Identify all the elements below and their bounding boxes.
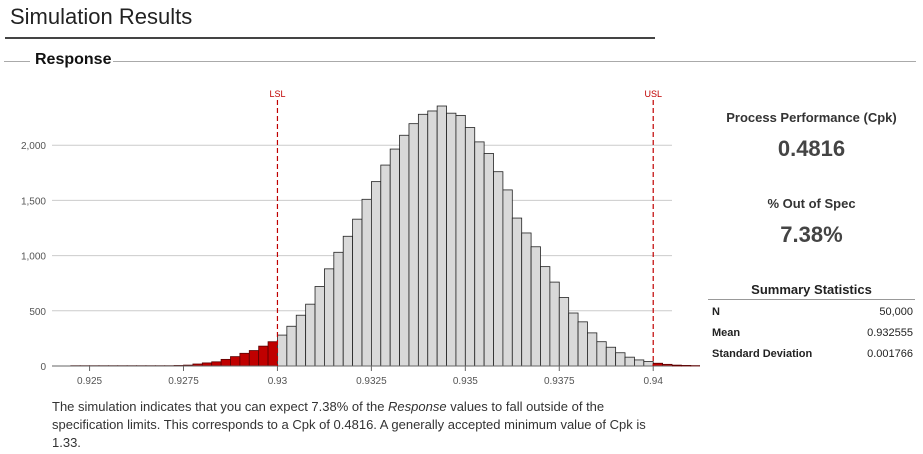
histogram-bar [624, 356, 635, 367]
histogram-bar [540, 266, 551, 367]
histogram-bar [286, 325, 297, 367]
spec-limit-label: LSL [269, 89, 285, 99]
histogram-bar [333, 251, 344, 367]
summary-label: Standard Deviation [712, 348, 813, 360]
histogram-bar [615, 352, 626, 367]
histogram-bar [671, 364, 682, 367]
histogram-bar [305, 303, 316, 367]
x-tick-label: 0.925 [77, 376, 102, 387]
histogram-bar [342, 235, 354, 367]
histogram-bar [239, 352, 250, 367]
x-tick-label: 0.94 [643, 376, 663, 387]
simulation-description: The simulation indicates that you can ex… [52, 398, 652, 452]
y-tick-label: 500 [29, 307, 46, 318]
summary-row-stdev: Standard Deviation 0.001766 [712, 348, 913, 364]
y-tick-label: 0 [40, 362, 46, 373]
section-title: Response [35, 51, 112, 68]
y-tick-label: 1,500 [21, 196, 46, 207]
out-of-spec-value: 7.38% [780, 222, 843, 247]
description-part-2: values to fall outside of the specificat… [52, 399, 646, 450]
histogram-bar [634, 359, 645, 367]
histogram-bar [258, 345, 269, 367]
histogram-bar [446, 112, 457, 367]
histogram-bar [389, 148, 400, 367]
x-tick-label: 0.9275 [168, 376, 199, 387]
histogram-bar [230, 356, 241, 367]
cpk-value: 0.4816 [777, 136, 846, 161]
histogram-bar [361, 198, 372, 367]
histogram-bar [314, 286, 325, 367]
histogram-bar [577, 321, 588, 367]
section-divider-right [113, 61, 916, 62]
histogram-chart: 0 500 1,000 1,500 2,000 0.925 0.9275 0.93 0.9325… [21, 89, 700, 387]
summary-divider [708, 299, 915, 300]
y-tick-label: 1,000 [21, 252, 46, 263]
description-emphasis: Response [388, 399, 447, 414]
histogram-bar [267, 341, 278, 367]
histogram-bar [417, 113, 429, 367]
x-tick-label: 0.9375 [544, 376, 575, 387]
histogram-bar [558, 297, 570, 367]
cpk-label: Process Performance (Cpk) [726, 110, 897, 125]
page-title: Simulation Results [10, 4, 193, 29]
spec-limit-label: USL [644, 89, 662, 99]
histogram-bar [352, 218, 363, 367]
histogram-bar [605, 346, 617, 367]
histogram-bar [370, 181, 382, 367]
histogram-bar [464, 127, 476, 367]
histogram-bar [474, 141, 485, 367]
summary-label: Mean [712, 327, 741, 339]
section-divider-left [4, 61, 30, 62]
summary-row-mean: Mean 0.932555 [712, 327, 913, 343]
histogram-bar [530, 246, 541, 367]
histogram-bar [493, 171, 504, 367]
histogram-bar [427, 110, 438, 367]
histogram-bar [324, 268, 335, 367]
summary-row-n: N 50,000 [712, 306, 913, 322]
histogram-bar [643, 361, 654, 367]
y-tick-label: 2,000 [21, 141, 46, 152]
histogram-bar [596, 341, 607, 367]
summary-statistics-title: Summary Statistics [751, 282, 872, 297]
histogram-bar [211, 361, 222, 367]
histogram-bar [483, 153, 494, 367]
histogram-bar [455, 114, 466, 367]
summary-value: 0.001766 [867, 348, 913, 360]
summary-value: 50,000 [879, 306, 913, 318]
x-tick-label: 0.9325 [356, 376, 387, 387]
histogram-bar [502, 189, 513, 367]
histogram-bar [220, 358, 231, 367]
histogram-bar [511, 217, 523, 367]
histogram-bar [248, 350, 260, 367]
histogram-bar [436, 105, 447, 367]
title-divider [5, 37, 655, 39]
histogram-bar [549, 281, 560, 367]
summary-label: N [712, 306, 720, 318]
histogram-bar [587, 332, 598, 367]
x-tick-label: 0.93 [268, 376, 288, 387]
out-of-spec-label: % Out of Spec [767, 196, 856, 211]
histogram-bar [277, 334, 288, 367]
histogram-bar [380, 164, 391, 367]
histogram-bar [399, 134, 410, 367]
histogram-bar [408, 123, 419, 367]
histogram-bar [680, 365, 692, 367]
histogram-bar [568, 312, 579, 367]
summary-value: 0.932555 [867, 327, 913, 339]
description-part-1: The simulation indicates that you can ex… [52, 399, 389, 414]
histogram-bar [521, 232, 532, 367]
histogram-bar [295, 314, 307, 367]
x-tick-label: 0.935 [453, 376, 478, 387]
